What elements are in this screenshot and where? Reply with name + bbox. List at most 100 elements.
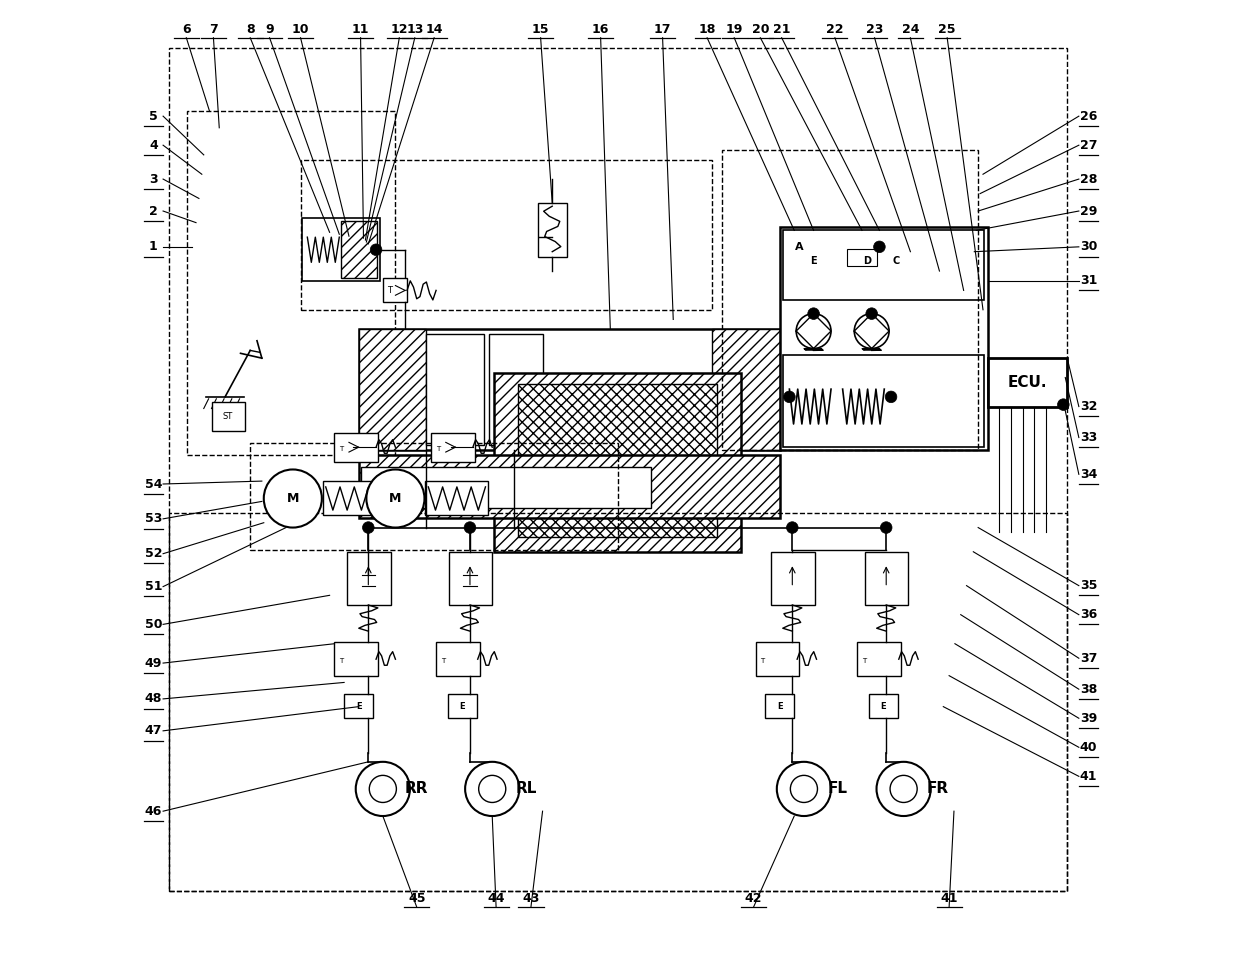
Text: E: E: [356, 702, 361, 711]
Bar: [771, 552, 815, 605]
Bar: [780, 227, 988, 450]
Text: 36: 36: [1080, 608, 1097, 621]
Text: 51: 51: [145, 580, 162, 593]
Text: 31: 31: [1080, 274, 1097, 287]
Text: 3: 3: [149, 172, 157, 186]
Text: 13: 13: [405, 22, 424, 36]
Circle shape: [786, 522, 799, 533]
Text: RR: RR: [405, 781, 429, 797]
Circle shape: [479, 775, 506, 802]
Text: 41: 41: [1080, 770, 1097, 783]
Text: 24: 24: [901, 22, 919, 36]
Text: 28: 28: [1080, 172, 1097, 186]
Text: FR: FR: [926, 781, 949, 797]
Bar: [250, 443, 618, 550]
Circle shape: [784, 391, 795, 403]
Text: M: M: [286, 492, 299, 505]
Bar: [358, 329, 427, 450]
Circle shape: [1058, 399, 1069, 410]
Text: T: T: [436, 446, 440, 452]
Bar: [358, 455, 780, 518]
Bar: [303, 218, 379, 281]
Text: 9: 9: [265, 22, 274, 36]
Circle shape: [890, 775, 918, 802]
Bar: [490, 334, 543, 445]
Text: 22: 22: [826, 22, 843, 36]
Text: E: E: [459, 702, 465, 711]
Text: T: T: [340, 658, 343, 664]
Circle shape: [790, 775, 817, 802]
Text: 45: 45: [408, 892, 425, 905]
Bar: [335, 433, 378, 462]
Bar: [538, 203, 567, 257]
Bar: [518, 384, 717, 537]
Bar: [866, 552, 909, 605]
Bar: [427, 334, 485, 445]
Circle shape: [356, 762, 410, 816]
Bar: [322, 481, 386, 515]
Text: A: A: [795, 242, 804, 252]
Text: 4: 4: [149, 138, 157, 152]
Circle shape: [776, 762, 831, 816]
Text: E: E: [810, 257, 817, 266]
Bar: [436, 642, 480, 676]
Circle shape: [362, 522, 374, 533]
Text: 20: 20: [751, 22, 769, 36]
Text: 29: 29: [1080, 204, 1097, 218]
Text: ECU.: ECU.: [1008, 375, 1048, 390]
Bar: [449, 552, 492, 605]
Bar: [782, 355, 985, 447]
Text: 10: 10: [291, 22, 309, 36]
Circle shape: [874, 241, 885, 253]
Bar: [169, 513, 1068, 891]
Bar: [425, 481, 489, 515]
Text: 32: 32: [1080, 400, 1097, 413]
Text: 38: 38: [1080, 682, 1097, 696]
Bar: [335, 642, 378, 676]
Bar: [300, 160, 712, 310]
Text: 46: 46: [145, 804, 162, 818]
Text: 35: 35: [1080, 579, 1097, 592]
Bar: [782, 230, 985, 300]
Text: 40: 40: [1080, 741, 1097, 754]
Text: 8: 8: [246, 22, 254, 36]
Text: E: E: [777, 702, 782, 711]
Text: 21: 21: [773, 22, 790, 36]
Text: 2: 2: [149, 204, 157, 218]
Text: 54: 54: [145, 477, 162, 491]
Text: T: T: [862, 658, 867, 664]
Circle shape: [366, 469, 424, 528]
Text: 50: 50: [145, 618, 162, 631]
Circle shape: [371, 244, 382, 256]
Bar: [361, 467, 651, 508]
Text: 16: 16: [591, 22, 609, 36]
Text: 26: 26: [1080, 109, 1097, 123]
Text: 39: 39: [1080, 711, 1097, 725]
Bar: [765, 694, 795, 718]
Circle shape: [464, 522, 476, 533]
Text: T: T: [340, 446, 343, 452]
Circle shape: [854, 314, 889, 348]
Text: 37: 37: [1080, 651, 1097, 665]
Bar: [869, 694, 898, 718]
Text: 1: 1: [149, 240, 157, 254]
Bar: [847, 249, 877, 266]
Text: 34: 34: [1080, 468, 1097, 481]
Bar: [988, 358, 1068, 407]
Bar: [169, 48, 1068, 891]
Circle shape: [866, 308, 878, 319]
Bar: [345, 694, 373, 718]
Text: 12: 12: [391, 22, 408, 36]
Circle shape: [465, 762, 520, 816]
Text: 44: 44: [487, 892, 505, 905]
Text: 41: 41: [940, 892, 957, 905]
Bar: [857, 642, 900, 676]
Text: T: T: [441, 658, 445, 664]
Text: 52: 52: [145, 547, 162, 560]
Text: 17: 17: [653, 22, 671, 36]
Text: T: T: [760, 658, 765, 664]
Bar: [187, 111, 396, 455]
Text: 18: 18: [698, 22, 715, 36]
Text: 5: 5: [149, 109, 157, 123]
Circle shape: [880, 522, 892, 533]
